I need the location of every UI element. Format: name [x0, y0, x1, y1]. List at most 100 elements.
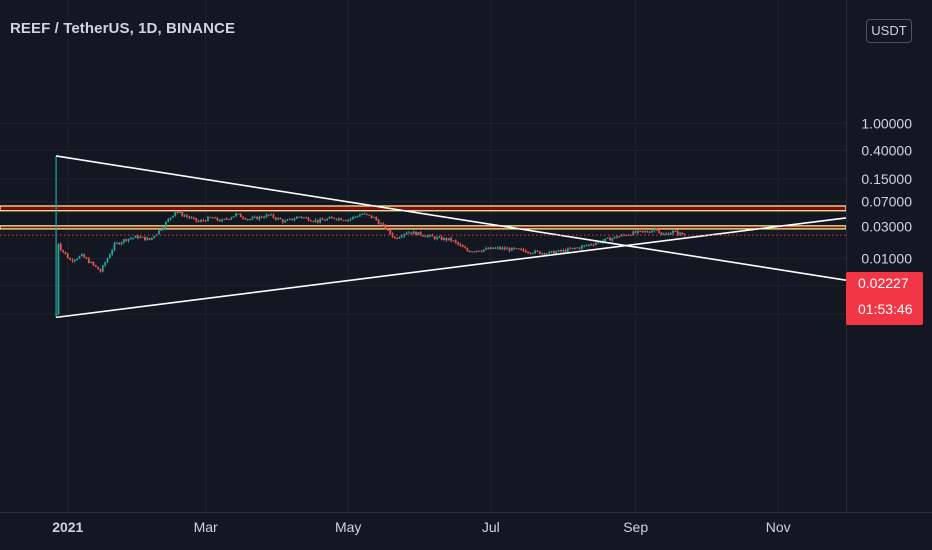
candle-body: [543, 253, 546, 255]
candle-body: [520, 249, 523, 251]
candle-body: [616, 236, 618, 238]
candle-body: [92, 262, 95, 265]
candle-body: [274, 217, 277, 220]
candle-body: [101, 265, 104, 272]
candle-body: [57, 243, 60, 315]
candle-body: [496, 247, 499, 249]
candle-body: [609, 237, 611, 241]
candle-body: [394, 236, 396, 238]
candle-body: [167, 219, 170, 222]
candle-body: [555, 251, 558, 254]
candle-body: [176, 212, 179, 214]
candle-body: [216, 217, 219, 221]
trendline: [55, 217, 847, 319]
candle-body: [576, 247, 579, 249]
candle-body: [321, 218, 324, 220]
candle-body: [209, 217, 212, 219]
time-axis[interactable]: 2021 Mar May Jul Sep Nov: [52, 519, 790, 535]
candle-body: [513, 247, 516, 249]
candle-body: [674, 230, 677, 232]
candle-body: [59, 243, 62, 251]
candle-body: [503, 247, 506, 250]
candle-body: [115, 242, 118, 244]
candle-body: [263, 217, 265, 219]
candle-body: [153, 236, 156, 238]
candle-body: [323, 219, 326, 221]
candle-body: [454, 240, 457, 243]
candle-body: [333, 217, 336, 219]
candle-body: [492, 247, 495, 249]
candle-body: [363, 213, 366, 215]
candle-body: [552, 250, 555, 254]
candle-body: [146, 238, 149, 241]
candle-body: [424, 236, 427, 238]
candle-body: [293, 218, 296, 221]
candle-body: [571, 247, 574, 249]
candle-body: [499, 247, 502, 250]
candle-body: [373, 217, 375, 219]
candle-body: [260, 216, 263, 218]
candle-body: [531, 253, 534, 255]
candle-body: [457, 242, 459, 245]
trendlines[interactable]: [55, 155, 847, 319]
candle-body: [475, 250, 478, 252]
currency-badge[interactable]: USDT: [866, 19, 912, 43]
time-tick-label: Sep: [623, 519, 648, 535]
candle-body: [143, 236, 146, 241]
candle-body: [468, 251, 471, 253]
candle-body: [361, 213, 364, 215]
candle-body: [340, 218, 343, 221]
candle-body: [319, 218, 322, 223]
candle-body: [501, 247, 504, 250]
candle-body: [557, 250, 560, 252]
candle-body: [396, 237, 399, 239]
candle-body: [377, 220, 380, 224]
candle-body: [581, 245, 583, 249]
candle-body: [574, 247, 576, 249]
candle-body: [436, 237, 438, 239]
candle-body: [214, 217, 216, 219]
candle-body: [235, 213, 237, 217]
candle-body: [466, 248, 469, 252]
candle-body: [181, 212, 184, 216]
candle-body: [611, 238, 614, 241]
price-tick-label: 0.40000: [861, 142, 912, 158]
candle-body: [277, 218, 280, 220]
candle-body: [188, 216, 191, 218]
candle-body: [494, 248, 497, 250]
candle-body: [382, 223, 385, 225]
candle-body: [478, 250, 480, 252]
candle-body: [566, 248, 569, 252]
candle-body: [99, 269, 102, 272]
candle-body: [284, 220, 287, 223]
candle-body: [242, 217, 244, 219]
candle-body: [193, 217, 195, 219]
candle-body: [71, 259, 74, 261]
candle-body: [459, 244, 462, 246]
candle-body: [120, 242, 123, 245]
candle-body: [550, 250, 553, 252]
candle-body: [681, 232, 684, 235]
candle-body: [228, 219, 230, 221]
candle-body: [412, 231, 415, 234]
candle-body: [595, 243, 597, 245]
candle-body: [405, 232, 408, 234]
candle-body: [186, 215, 188, 217]
candle-body: [578, 247, 581, 249]
candle-body: [354, 216, 357, 218]
price-tick-label: 0.15000: [861, 171, 912, 187]
candle-body: [223, 218, 226, 220]
candle-body: [508, 248, 511, 251]
candle-body: [648, 232, 651, 234]
candle-body: [305, 217, 308, 219]
candle-body: [118, 242, 121, 245]
candle-body: [87, 258, 90, 263]
candle-body: [370, 215, 373, 218]
price-tick-label: 0.03000: [861, 218, 912, 234]
candle-body: [655, 229, 658, 231]
bar-countdown: 01:53:46: [858, 301, 913, 317]
candle-body: [291, 218, 294, 221]
candle-body: [179, 212, 181, 214]
candle-body: [195, 218, 198, 221]
